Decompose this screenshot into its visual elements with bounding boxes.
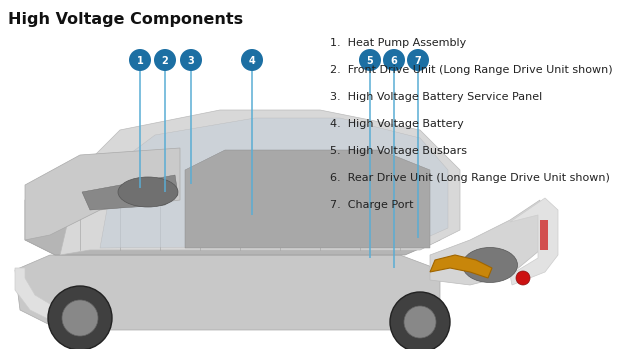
- Text: 4.  High Voltage Battery: 4. High Voltage Battery: [330, 119, 464, 129]
- Polygon shape: [60, 110, 460, 255]
- Text: 1: 1: [136, 55, 143, 66]
- Ellipse shape: [118, 177, 178, 207]
- Circle shape: [129, 49, 151, 71]
- Circle shape: [154, 49, 176, 71]
- Text: 7: 7: [415, 55, 421, 66]
- Polygon shape: [15, 268, 60, 325]
- Text: 6: 6: [390, 55, 397, 66]
- Text: 3: 3: [188, 55, 195, 66]
- Polygon shape: [430, 200, 540, 285]
- Text: 7.  Charge Port: 7. Charge Port: [330, 200, 413, 210]
- Polygon shape: [430, 255, 492, 278]
- Polygon shape: [15, 255, 440, 330]
- Text: 3.  High Voltage Battery Service Panel: 3. High Voltage Battery Service Panel: [330, 92, 542, 102]
- Polygon shape: [82, 175, 178, 210]
- Circle shape: [241, 49, 263, 71]
- Circle shape: [383, 49, 405, 71]
- Ellipse shape: [463, 247, 518, 282]
- Circle shape: [180, 49, 202, 71]
- Polygon shape: [185, 150, 430, 248]
- Circle shape: [62, 300, 98, 336]
- Text: 4: 4: [248, 55, 255, 66]
- Polygon shape: [100, 118, 448, 248]
- Text: 5: 5: [367, 55, 373, 66]
- Text: 6.  Rear Drive Unit (Long Range Drive Unit shown): 6. Rear Drive Unit (Long Range Drive Uni…: [330, 173, 610, 183]
- Text: 2: 2: [162, 55, 168, 66]
- Text: 2.  Front Drive Unit (Long Range Drive Unit shown): 2. Front Drive Unit (Long Range Drive Un…: [330, 65, 612, 75]
- Text: 1.  Heat Pump Assembly: 1. Heat Pump Assembly: [330, 38, 467, 48]
- Polygon shape: [25, 148, 180, 240]
- Circle shape: [407, 49, 429, 71]
- Polygon shape: [510, 198, 558, 285]
- Circle shape: [390, 292, 450, 349]
- Bar: [540, 220, 548, 250]
- Text: High Voltage Components: High Voltage Components: [8, 12, 243, 27]
- Circle shape: [404, 306, 436, 338]
- Circle shape: [48, 286, 112, 349]
- Circle shape: [516, 271, 530, 285]
- Text: 5.  High Voltage Busbars: 5. High Voltage Busbars: [330, 146, 467, 156]
- Circle shape: [359, 49, 381, 71]
- Polygon shape: [25, 185, 440, 255]
